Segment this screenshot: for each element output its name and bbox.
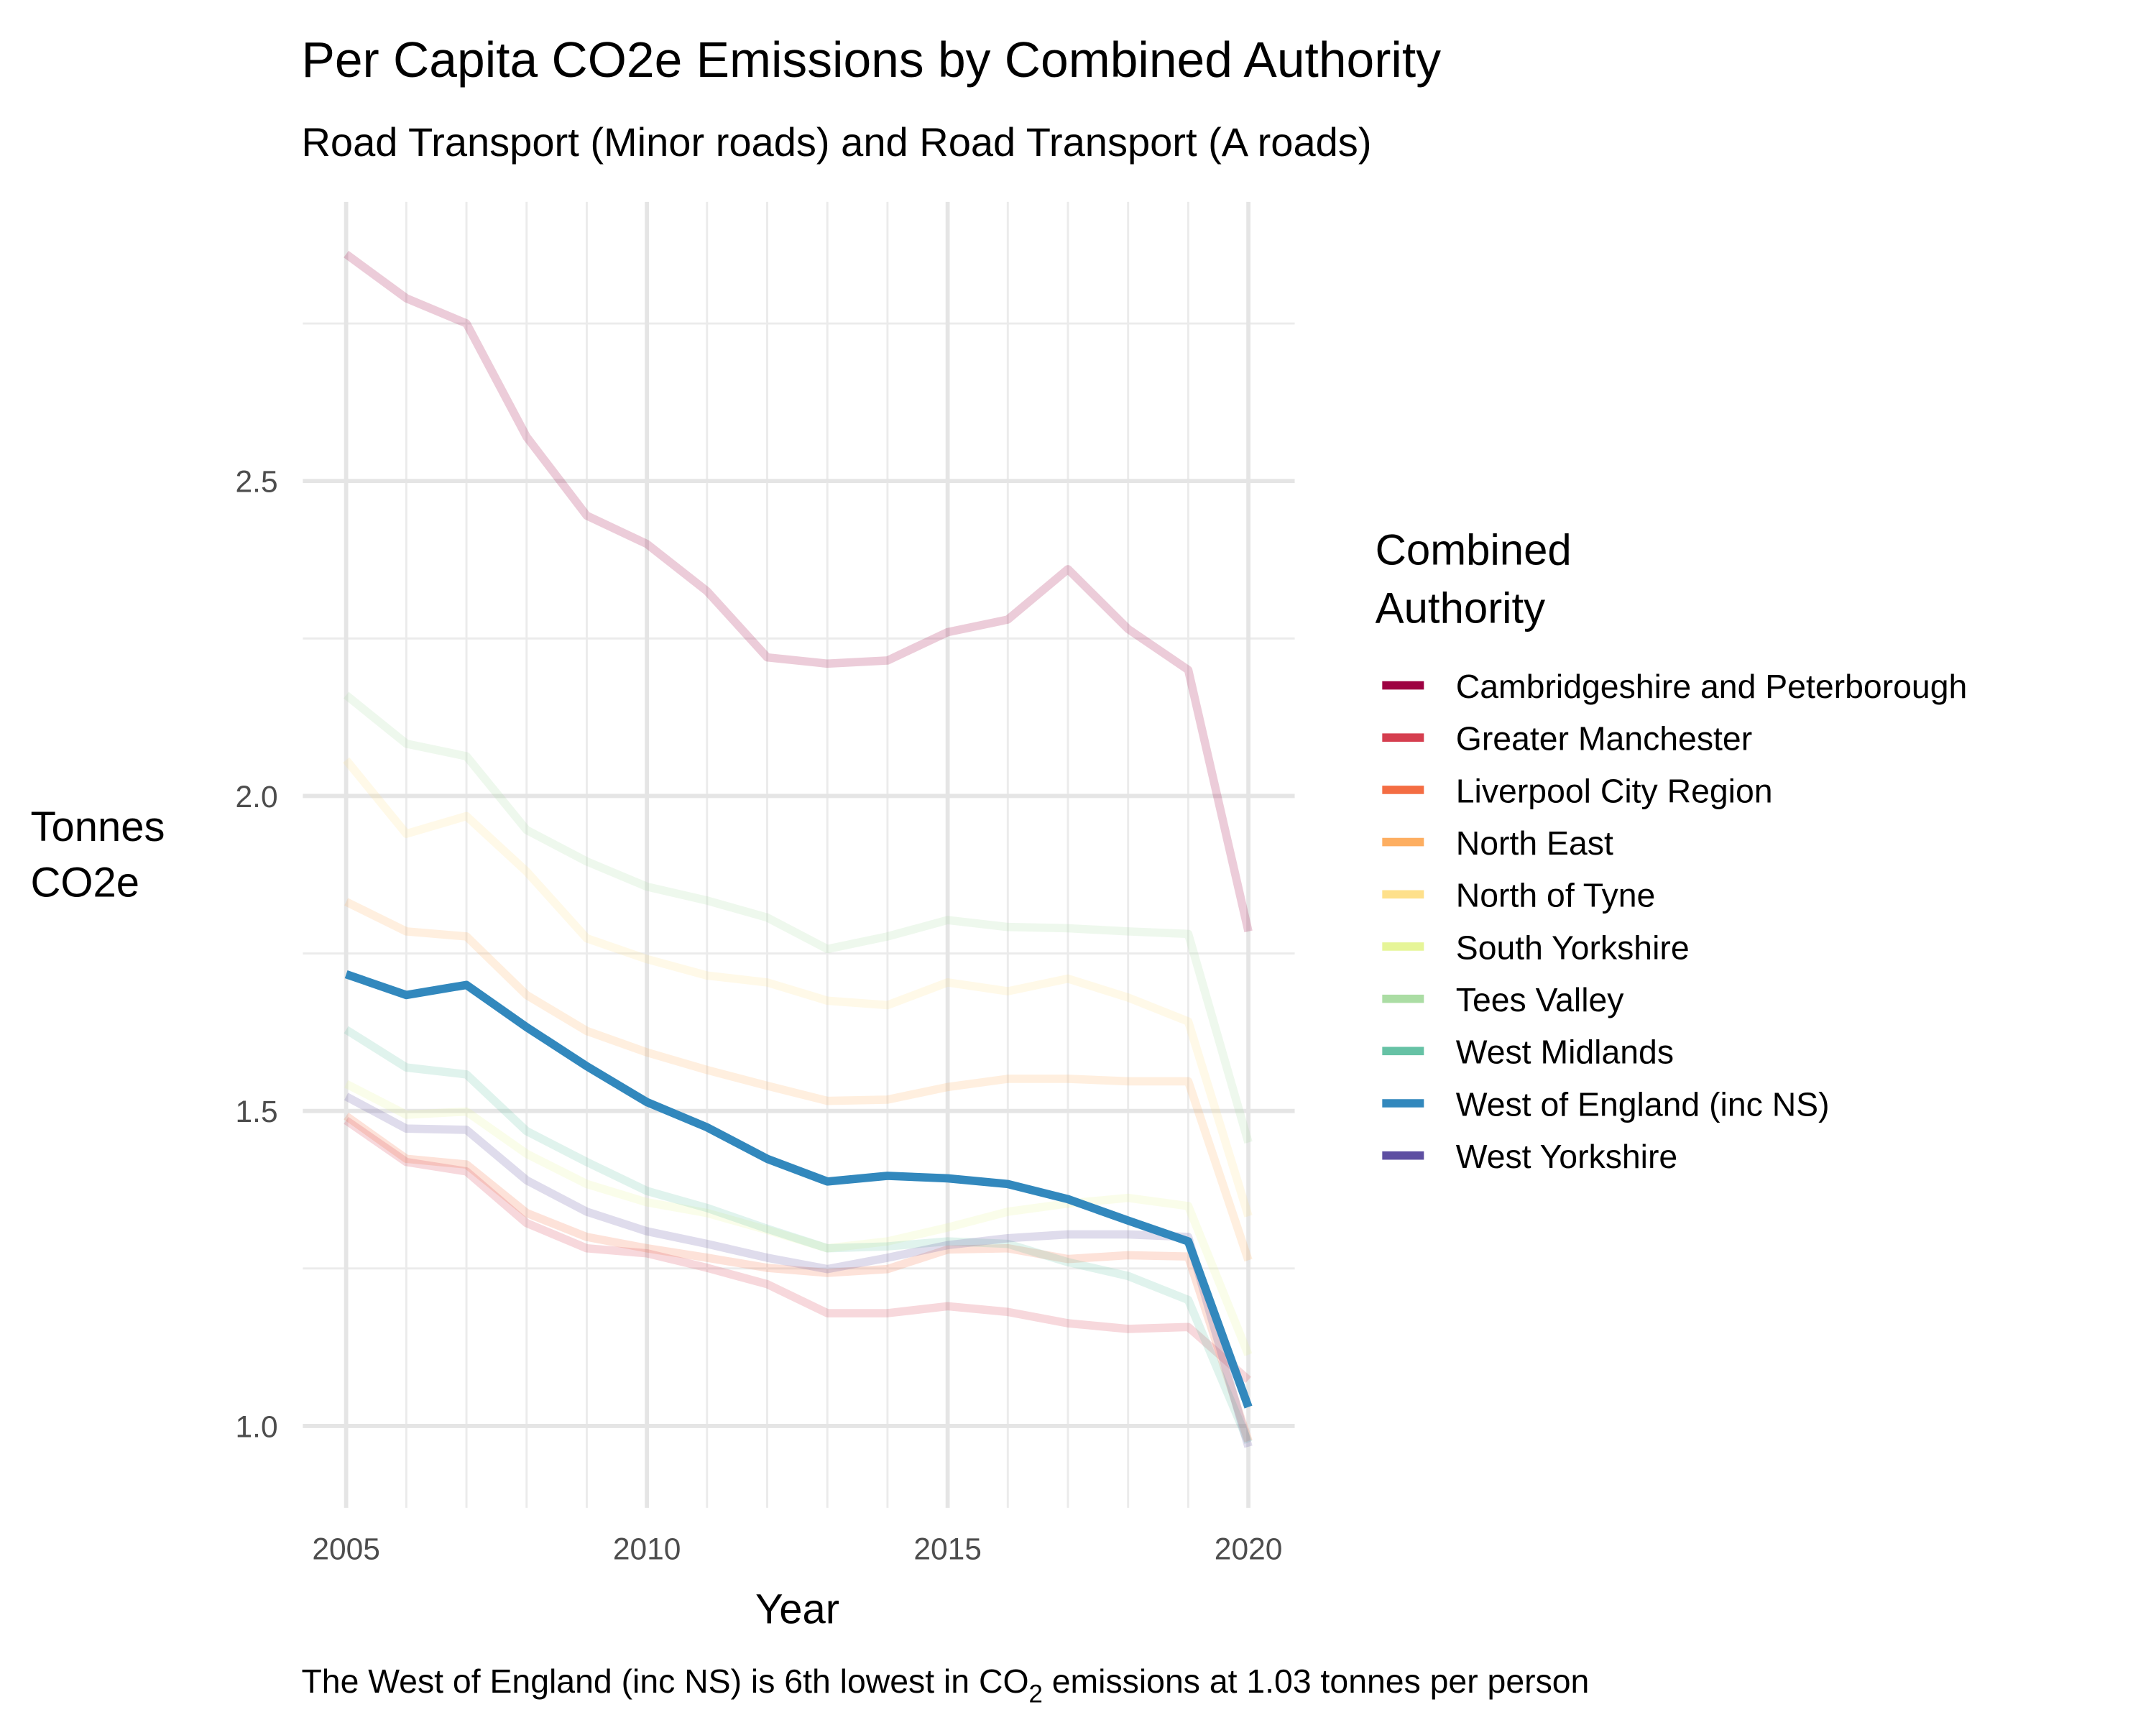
y-tick-label: 1.5 [235,1095,277,1129]
y-axis-label: CO2e [31,860,139,906]
legend: Cambridgeshire and Peterborough Greater M… [1382,668,1967,1175]
y-tick-label: 1.0 [235,1410,277,1444]
series-line [344,1026,1253,1444]
x-tick-label: 2005 [312,1532,380,1566]
plot-lines [343,250,1253,1448]
series-line [343,757,1253,1218]
legend-title: Authority [1376,584,1545,632]
legend-title: Combined [1376,525,1572,574]
legend-label: West of England (inc NS) [1456,1085,1830,1123]
legend-label: South Yorkshire [1456,929,1690,966]
legend-label: West Midlands [1456,1034,1674,1071]
legend-label: Tees Valley [1456,981,1625,1018]
chart-title: Per Capita CO2e Emissions by Combined Au… [301,32,1441,88]
series-line [344,1112,1253,1443]
x-tick-label: 2015 [913,1532,982,1566]
x-tick-label: 2020 [1215,1532,1283,1566]
chart-subtitle: Road Transport (Minor roads) and Road Tr… [301,119,1371,165]
legend-label: Cambridgeshire and Peterborough [1456,668,1968,705]
legend-label: North of Tyne [1456,877,1656,914]
legend-label: West Yorkshire [1456,1138,1677,1175]
y-axis-label: Tonnes [31,804,165,850]
series-line [344,250,1253,933]
x-tick-label: 2010 [613,1532,681,1566]
series-line [344,1117,1251,1384]
caption: The West of England (inc NS) is 6th lowe… [301,1662,1589,1708]
grid: 1.0 1.5 2.0 2.5 2005 2010 2015 2020 [235,201,1295,1566]
series-line [344,898,1253,1262]
caption-subscript: 2 [1029,1680,1043,1708]
legend-label: Liverpool City Region [1456,772,1773,809]
y-tick-label: 2.0 [235,781,277,814]
caption-text: emissions at 1.03 tonnes per person [1043,1662,1589,1700]
series-line [344,970,1253,1409]
y-tick-label: 2.5 [235,466,277,500]
legend-label: North East [1456,824,1613,862]
series-line [344,1080,1253,1357]
x-axis-label: Year [755,1586,839,1632]
caption-text: The West of England (inc NS) is 6th lowe… [301,1662,1028,1700]
legend-label: Greater Manchester [1456,720,1752,758]
series-line [344,691,1253,1144]
series-line [344,1092,1253,1448]
